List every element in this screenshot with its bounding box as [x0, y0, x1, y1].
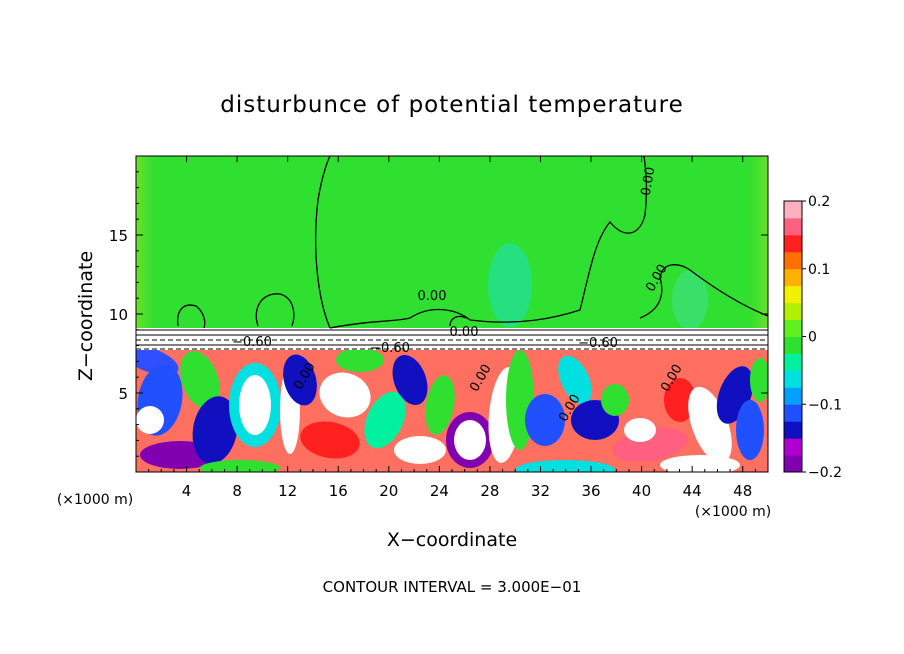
contour-label: −0.60: [232, 335, 272, 350]
turbulence-blob: [515, 460, 615, 472]
cyan-patch: [488, 243, 532, 327]
turbulence-blob: [750, 358, 768, 402]
y-tick-label: 15: [109, 227, 128, 245]
turbulence-blob: [394, 436, 446, 464]
x-tick-label: 32: [531, 482, 550, 500]
colorbar-label: 0: [808, 330, 817, 346]
x-tick-label: 40: [632, 482, 651, 500]
x-tick-label: 48: [733, 482, 752, 500]
colorbar-swatch: [784, 217, 802, 236]
colorbar-swatch: [784, 370, 802, 388]
chart-title: disturbunce of potential temperature: [220, 92, 684, 118]
colorbar: 0.2 0.1 0 −0.1 −0.2: [783, 194, 842, 481]
turbulence-blob: [664, 378, 696, 422]
x-tick-label: 8: [232, 482, 242, 500]
colorbar-swatch: [784, 234, 802, 253]
colorbar-swatch: [784, 302, 802, 321]
x-axis-label: X−coordinate: [387, 529, 517, 551]
turbulence-blob: [300, 421, 360, 459]
contour-label: −0.60: [578, 336, 618, 351]
x-axis: 4 8 12 16 20 24 28 32 36 40 44 48: [148, 156, 756, 500]
y-axis-label: Z−coordinate: [75, 251, 97, 381]
turbulence-blob: [136, 406, 164, 434]
x-tick-label: 24: [430, 482, 449, 500]
colorbar-swatch: [784, 251, 802, 270]
contour-lines: [176, 156, 768, 329]
colorbar-label: −0.1: [808, 397, 842, 413]
inversion-band: [136, 328, 768, 350]
colorbar-label: −0.2: [808, 465, 842, 481]
x-tick-label: 44: [683, 482, 702, 500]
colorbar-swatch: [784, 319, 802, 337]
turbulence-blob: [192, 396, 238, 464]
edge-wash: [136, 156, 768, 336]
turbulence-blob: [283, 354, 317, 406]
cyan-patch: [672, 270, 708, 330]
x-tick-label: 12: [278, 482, 297, 500]
colorbar-label: 0.1: [808, 262, 830, 278]
x-tick-label: 20: [379, 482, 398, 500]
x-unit-left: (×1000 m): [57, 492, 133, 508]
x-tick-label: 4: [182, 482, 192, 500]
y-tick-label: 5: [118, 385, 128, 403]
colorbar-swatch: [784, 201, 802, 219]
x-tick-label: 28: [480, 482, 499, 500]
x-unit-right: (×1000 m): [695, 504, 771, 520]
turbulence-blob: [336, 348, 384, 372]
x-tick-label: 16: [329, 482, 348, 500]
colorbar-swatch: [784, 438, 802, 456]
turbulence-blob: [239, 375, 271, 435]
turbulence-blob: [558, 355, 592, 405]
colorbar-swatch: [784, 387, 802, 405]
turbulence-blob: [454, 420, 486, 460]
turbulence-blob: [319, 372, 371, 418]
colorbar-swatch: [784, 455, 802, 473]
turbulence-blob: [525, 394, 565, 446]
turbulence-blob: [364, 391, 406, 449]
colorbar-swatch: [784, 268, 802, 287]
contour-label: 0.00: [450, 325, 479, 340]
turbulence-blob: [624, 418, 656, 442]
turbulence-blob: [180, 351, 220, 409]
turbulence-blob: [601, 384, 629, 416]
colorbar-swatch: [784, 353, 802, 371]
x-tick-label: 36: [581, 482, 600, 500]
turbulence-blob: [425, 375, 455, 435]
y-tick-label: 10: [109, 306, 128, 324]
turbulence-blob: [200, 460, 280, 472]
colorbar-label: 0.2: [808, 194, 830, 210]
colorbar-swatch: [784, 336, 802, 354]
colorbar-swatch: [784, 421, 802, 439]
turbulence-blob: [392, 354, 428, 406]
colorbar-swatch: [784, 404, 802, 422]
turbulence-blobs: [136, 344, 768, 472]
y-axis: 5 10 15: [109, 171, 768, 457]
contour-label: 0.00: [418, 289, 447, 304]
contour-label: 0.00: [639, 166, 659, 197]
turbulence-blob: [736, 400, 764, 460]
turbulence-blob: [660, 455, 740, 472]
contour-label: −0.60: [370, 341, 410, 356]
colorbar-swatch: [784, 285, 802, 304]
contour-interval-footer: CONTOUR INTERVAL = 3.000E−01: [323, 578, 582, 596]
plot-area: 0.000.000.000.00−0.60 −0.60 −0.600.000.000…: [136, 156, 768, 472]
